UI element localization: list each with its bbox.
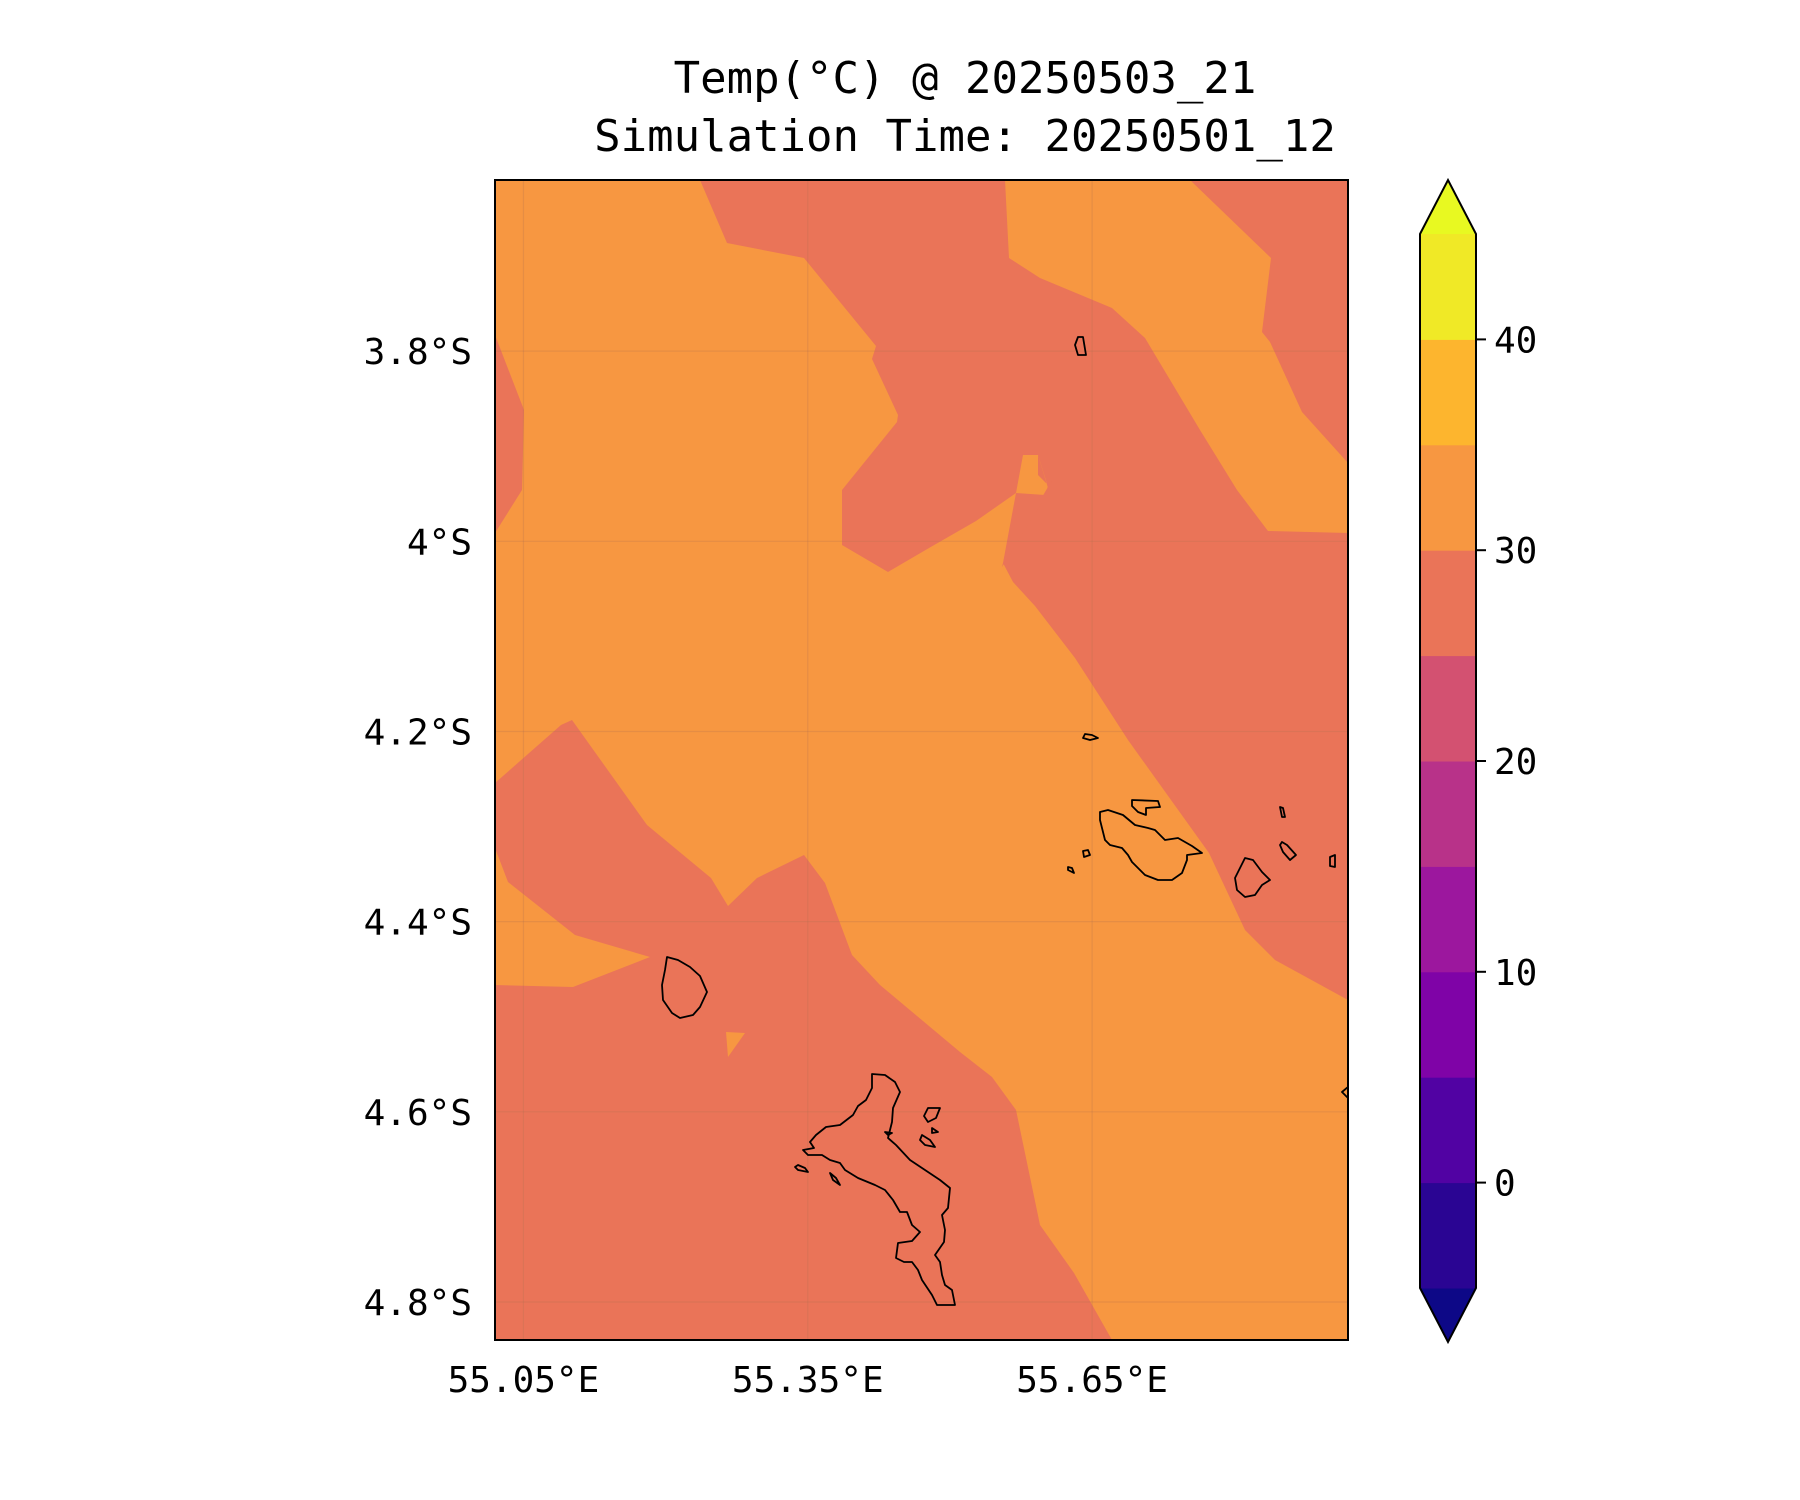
coast-islet-d xyxy=(1279,806,1286,818)
y-tick-label: 3.8°S xyxy=(364,332,472,373)
colorbar-bin xyxy=(1420,339,1476,446)
y-tick-label: 4.2°S xyxy=(364,712,472,753)
x-tick-label: 55.35°E xyxy=(732,1360,884,1401)
colorbar-tick-label: 30 xyxy=(1494,531,1537,572)
coast-curieuse-island xyxy=(1131,799,1161,816)
coast-la-digue-island xyxy=(1234,857,1271,898)
coast-islet-k xyxy=(794,1164,809,1173)
coast-silhouette-island xyxy=(661,956,708,1019)
colorbar-bin xyxy=(1420,234,1476,340)
region-25-30-north-east-band-b xyxy=(1002,455,1052,582)
coast-mahe-island xyxy=(802,1073,956,1306)
colorbar-bin xyxy=(1420,444,1476,551)
y-axis-ticks: 3.8°S 4°S 4.2°S 4.4°S 4.6°S 4.8°S xyxy=(364,332,472,1324)
colorbar-bin xyxy=(1420,1077,1476,1184)
coast-islet-f xyxy=(1329,854,1336,868)
coast-islet-j xyxy=(931,1127,939,1134)
colorbar-bin xyxy=(1420,655,1476,762)
colorbar-outline xyxy=(1419,177,1477,1345)
region-25-30-north-east-band xyxy=(700,180,1348,1000)
coast-aride-island xyxy=(1074,336,1087,356)
colorbar-bin xyxy=(1420,1182,1476,1289)
colorbar-bin xyxy=(1420,761,1476,867)
x-tick-label: 55.65°E xyxy=(1016,1360,1168,1401)
coast-islet-b xyxy=(1082,849,1091,858)
coastlines xyxy=(661,336,1348,1306)
coast-islet-m xyxy=(884,1131,893,1136)
x-tick-label: 55.05°E xyxy=(448,1360,600,1401)
colorbar-tick-label: 40 xyxy=(1494,320,1537,361)
y-tick-label: 4°S xyxy=(407,522,472,563)
colorbar-tick-label: 0 xyxy=(1494,1164,1516,1205)
title-line-1: Temp(°C) @ 20250503_21 xyxy=(673,53,1257,104)
coast-islet-e xyxy=(1279,841,1297,861)
coast-islet-l xyxy=(829,1172,841,1186)
colorbar-bin xyxy=(1420,866,1476,973)
title-line-2: Simulation Time: 20250501_12 xyxy=(594,111,1336,162)
y-tick-label: 4.8°S xyxy=(364,1283,472,1324)
colorbar: 0 10 20 30 40 xyxy=(1419,177,1537,1345)
coast-islet-g xyxy=(1341,1086,1348,1099)
x-axis-ticks: 55.05°E 55.35°E 55.65°E xyxy=(448,1360,1168,1401)
region-25-30-island-gap xyxy=(726,1032,745,1057)
map-title: Temp(°C) @ 20250503_21 Simulation Time: … xyxy=(0,50,1800,166)
coast-praslin-island xyxy=(1099,809,1203,881)
colorbar-bin xyxy=(1420,550,1476,657)
coast-islet-i xyxy=(919,1134,936,1148)
map-frame xyxy=(494,179,1349,1341)
region-25-30-northeast-corner xyxy=(1190,180,1348,463)
y-tick-label: 4.4°S xyxy=(364,903,472,944)
region-25-30-west-edge xyxy=(495,335,524,533)
coast-islet-c xyxy=(1067,866,1075,874)
colorbar-extend-max xyxy=(1420,180,1476,234)
colorbar-extend-min xyxy=(1420,1288,1476,1342)
coast-islet-h xyxy=(923,1107,941,1123)
y-tick-label: 4.6°S xyxy=(364,1093,472,1134)
region-25-30-southwest xyxy=(495,720,1112,1340)
colorbar-tick-label: 10 xyxy=(1494,953,1537,994)
map-gridlines xyxy=(495,180,1348,1340)
colorbar-tick-label: 20 xyxy=(1494,742,1537,783)
colorbar-bin xyxy=(1420,971,1476,1078)
map-plot-area xyxy=(495,180,1348,1340)
coast-islet-a xyxy=(1082,733,1099,741)
